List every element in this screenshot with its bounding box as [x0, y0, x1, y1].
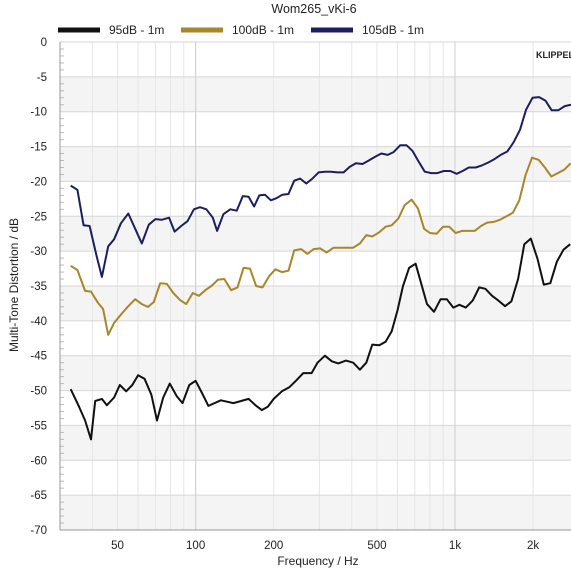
legend-label[interactable]: 100dB - 1m — [232, 23, 294, 37]
legend-label[interactable]: 105dB - 1m — [362, 23, 424, 37]
x-tick-label: 200 — [264, 540, 283, 552]
x-axis-ticks: 50 100 200 500 1k 2k — [111, 540, 539, 552]
logo: KLIPPEL — [536, 50, 571, 60]
plot-band — [60, 286, 571, 321]
legend-label[interactable]: 95dB - 1m — [109, 23, 164, 37]
y-tick-label: -50 — [30, 386, 47, 398]
plot-band — [60, 495, 571, 530]
plot-band — [60, 425, 571, 461]
y-tick-label: -20 — [30, 176, 47, 188]
chart-title: Wom265_vKi-6 — [271, 2, 356, 16]
y-tick-label: -65 — [30, 490, 47, 502]
x-tick-label: 2k — [527, 540, 539, 552]
x-tick-label: 500 — [367, 540, 386, 552]
y-tick-label: -30 — [30, 246, 47, 258]
x-axis-title: Frequency / Hz — [277, 554, 358, 568]
y-tick-label: -15 — [30, 142, 47, 154]
series-line-3 — [70, 96, 571, 278]
y-tick-label: -5 — [37, 72, 47, 84]
y-axis-title: Multi-Tone Distortion / dB — [7, 218, 21, 352]
x-tick-label: 50 — [111, 540, 124, 552]
plot-band — [60, 76, 571, 112]
plot-band — [60, 355, 571, 391]
x-tick-label: 100 — [186, 540, 205, 552]
y-tick-label: -25 — [30, 211, 47, 223]
y-tick-label: -35 — [30, 281, 47, 293]
chart-legend[interactable]: 95dB - 1m 100dB - 1m 105dB - 1m — [58, 23, 424, 37]
series-lines — [69, 96, 571, 441]
series-line-2 — [70, 156, 571, 336]
y-axis-ticks: 0 -5 -10 -15 -20 -25 -30 -35 -40 -45 -50 -55 -60 -65 -… — [30, 37, 47, 537]
series-line-1 — [69, 237, 571, 441]
x-tick-label: 1k — [449, 540, 461, 552]
y-tick-label: -45 — [30, 351, 47, 363]
major-gridlines — [59, 41, 571, 531]
y-tick-label: -60 — [30, 455, 47, 467]
y-tick-label: -10 — [30, 107, 47, 119]
logo-text: KLIPPEL — [536, 50, 571, 60]
y-tick-label: -55 — [30, 420, 47, 432]
y-tick-label: -70 — [30, 525, 47, 537]
y-tick-label: 0 — [41, 37, 47, 49]
y-tick-label: -40 — [30, 316, 47, 328]
